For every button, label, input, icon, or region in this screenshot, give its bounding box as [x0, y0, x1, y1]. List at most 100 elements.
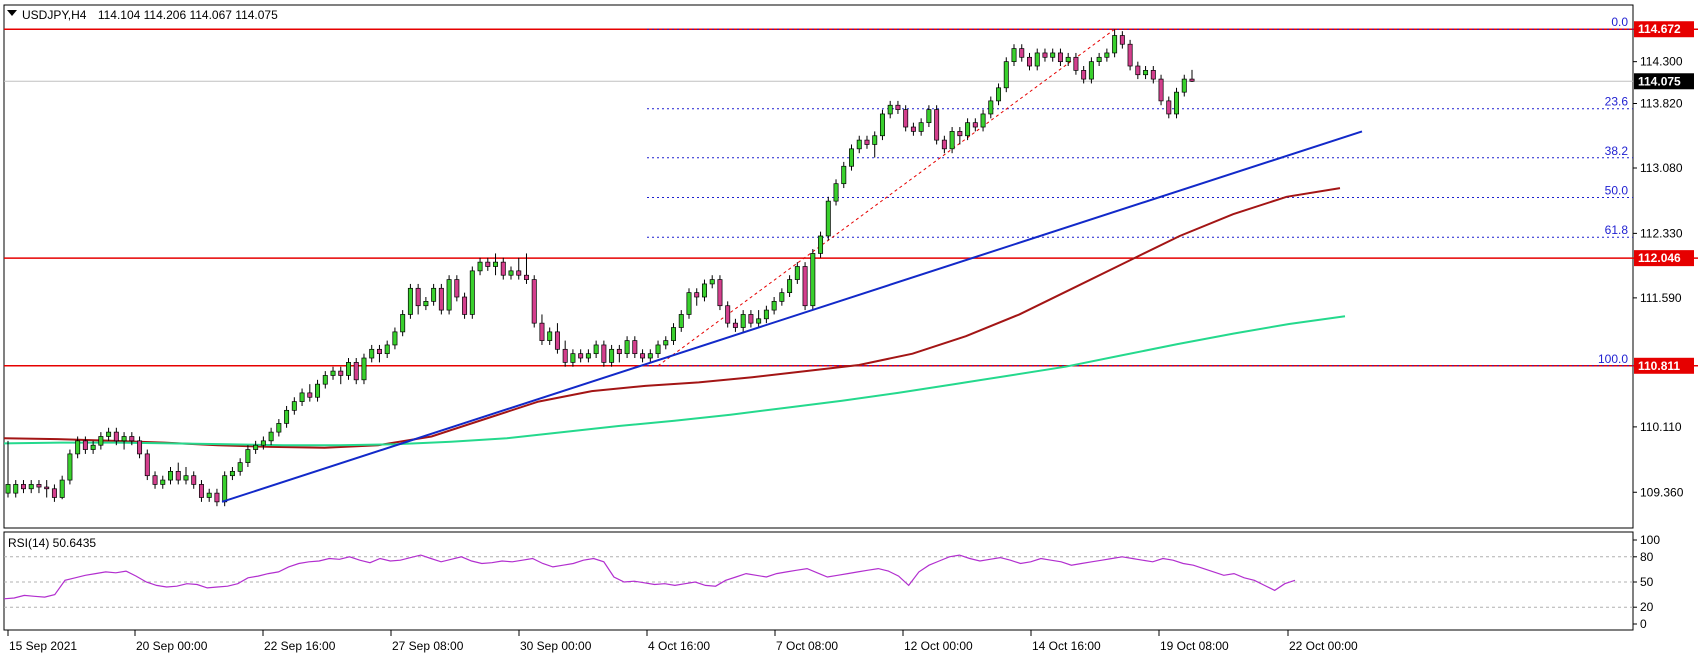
candle-body — [284, 409, 290, 424]
candle-body — [1065, 56, 1071, 63]
candle-body — [1081, 70, 1087, 80]
candle-body — [67, 453, 73, 481]
candle-body — [872, 135, 878, 145]
candle-body — [903, 109, 909, 128]
candle-body — [28, 484, 34, 490]
candle-body — [1042, 52, 1048, 58]
candle-body — [1088, 61, 1094, 80]
candle-body — [361, 357, 367, 381]
candle-body — [415, 287, 421, 307]
rsi-line — [3, 554, 1296, 600]
candle-body — [934, 109, 940, 141]
candle-body — [918, 122, 924, 132]
candle-body — [485, 261, 491, 267]
candle-body — [1127, 43, 1133, 67]
candle-body — [160, 479, 166, 485]
candle-body — [175, 470, 181, 481]
axes: 114.672 112.046 110.811 114.300 113.820 113.0… — [7, 21, 1694, 653]
candle-body — [446, 279, 452, 311]
time-tick-label: 15 Sep 2021 — [9, 639, 77, 653]
candle-body — [75, 440, 81, 455]
candle-body — [593, 344, 599, 355]
candle-body — [392, 331, 398, 346]
candle-body — [121, 436, 127, 442]
candle-body — [113, 431, 119, 442]
candle-body — [709, 279, 715, 285]
time-tick-label: 12 Oct 00:00 — [904, 639, 973, 653]
level-price-label: 114.672 — [1638, 22, 1681, 36]
candle-body — [152, 475, 158, 485]
candle-body — [44, 486, 50, 490]
candle-body — [524, 274, 529, 280]
price-tick-label: 109.360 — [1640, 485, 1684, 499]
candle-body — [253, 444, 259, 450]
moving-average-red — [3, 187, 1341, 449]
candle-body — [191, 475, 197, 485]
candle-body — [980, 113, 986, 128]
price-tick-label: 110.110 — [1640, 420, 1682, 434]
candle-body — [36, 484, 42, 488]
candle-body — [500, 261, 506, 276]
candle-body — [1166, 100, 1172, 115]
trendline — [221, 130, 1363, 503]
candle-body — [376, 348, 382, 355]
candle-body — [624, 340, 630, 355]
candle-body — [338, 370, 344, 376]
triangle-down-icon[interactable] — [7, 10, 17, 16]
candle-body — [717, 279, 723, 307]
candle-body — [1112, 35, 1118, 54]
fibonacci-diagonal — [657, 28, 1115, 367]
rsi-tick-label: 20 — [1640, 600, 1654, 614]
candle-body — [972, 122, 978, 128]
fibonacci-ratio-label: 50.0 — [1605, 183, 1629, 197]
candle-body — [616, 348, 622, 355]
candle-body — [818, 235, 824, 254]
candle-body — [1158, 78, 1164, 102]
candle-body — [678, 314, 684, 328]
fibonacci-ratio-label: 61.8 — [1605, 223, 1629, 237]
candle-body — [779, 292, 785, 302]
level-price-tag — [1634, 250, 1694, 267]
candle-body — [810, 253, 816, 307]
candle-body — [291, 401, 297, 411]
candle-body — [137, 440, 143, 455]
candle-body — [647, 353, 653, 359]
price-tick-label: 113.080 — [1640, 161, 1683, 175]
candle-body — [763, 309, 769, 320]
candle-body — [330, 370, 336, 376]
candle-body — [1181, 78, 1187, 93]
candle-body — [671, 327, 676, 341]
candle-body — [988, 100, 994, 115]
candle-body — [90, 444, 96, 450]
candle-body — [686, 292, 692, 315]
candle-body — [740, 314, 746, 328]
rsi-title: RSI(14) 50.6435 — [8, 536, 96, 550]
candle-body — [655, 344, 661, 355]
candle-body — [144, 453, 150, 477]
candle-body — [198, 484, 204, 498]
candle-body — [13, 484, 19, 494]
candle-body — [237, 462, 243, 472]
candle-body — [694, 292, 700, 298]
candle-body — [663, 340, 669, 346]
price-pane-frame — [3, 4, 1634, 529]
candle-body — [554, 331, 560, 350]
candle-body — [423, 301, 429, 307]
rsi-tick-label: 100 — [1640, 533, 1660, 547]
candle-body — [1104, 52, 1110, 58]
candle-body — [493, 261, 499, 267]
candle-body — [601, 344, 607, 363]
candle-body — [516, 270, 522, 276]
candle-body — [965, 122, 971, 137]
candle-body — [578, 353, 584, 359]
time-tick-label: 22 Sep 16:00 — [264, 639, 336, 653]
candle-body — [222, 475, 228, 503]
candle-body — [1135, 65, 1141, 76]
candle-body — [183, 475, 189, 481]
candle-body — [1050, 52, 1056, 58]
price-tick-label: 114.300 — [1640, 55, 1683, 69]
candle-body — [1150, 70, 1156, 80]
candle-body — [1174, 91, 1180, 115]
candle-body — [369, 348, 375, 359]
candle-body — [508, 270, 514, 276]
